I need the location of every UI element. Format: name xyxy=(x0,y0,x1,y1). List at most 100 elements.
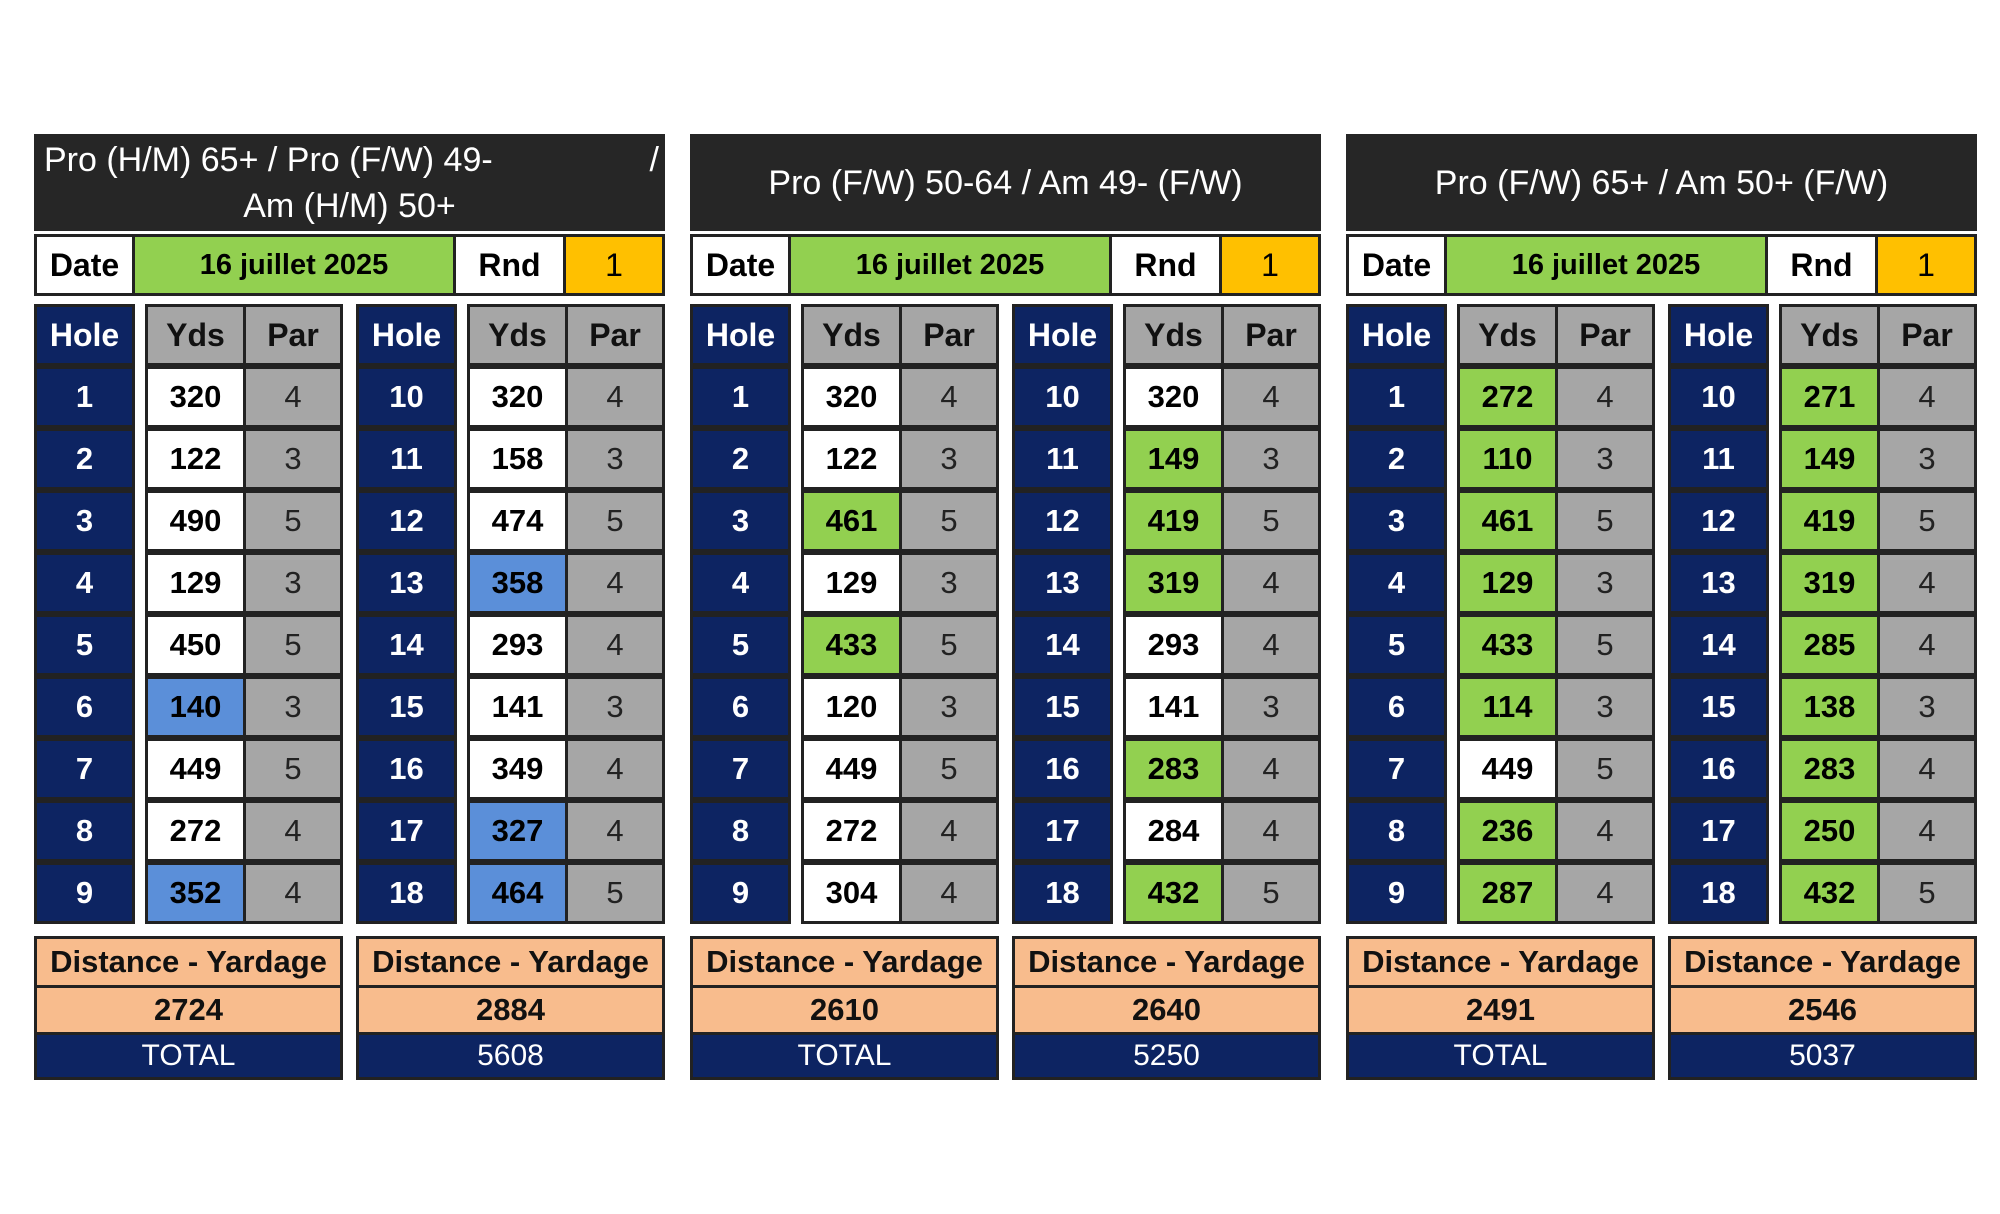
hole-number: 3 xyxy=(690,490,791,552)
hole-number: 15 xyxy=(1012,676,1113,738)
card-title: Pro (H/M) 65+ / Pro (F/W) 49- / Am (H/M) 5… xyxy=(34,134,665,231)
yds-header: Yds xyxy=(145,304,246,366)
nine-total-yardage: 2610 xyxy=(690,985,999,1035)
yardage-cell: 129 xyxy=(801,552,902,614)
yardage-cell: 236 xyxy=(1457,800,1558,862)
yardage-cell: 141 xyxy=(467,676,568,738)
par-cell: 3 xyxy=(1221,676,1321,738)
hole-number: 1 xyxy=(690,366,791,428)
yardage-cell: 474 xyxy=(467,490,568,552)
yardage-cell: 250 xyxy=(1779,800,1880,862)
par-cell: 3 xyxy=(565,676,665,738)
total-label: TOTAL xyxy=(1346,1032,1655,1080)
yardage-cell: 320 xyxy=(145,366,246,428)
hole-number: 8 xyxy=(690,800,791,862)
par-cell: 4 xyxy=(243,862,343,924)
par-cell: 3 xyxy=(1877,676,1977,738)
rnd-label: Rnd xyxy=(1765,234,1878,296)
hole-number: 3 xyxy=(34,490,135,552)
card-title: Pro (F/W) 50-64 / Am 49- (F/W) xyxy=(690,134,1321,231)
yardage-cell: 320 xyxy=(1123,366,1224,428)
yardage-cell: 433 xyxy=(801,614,902,676)
yardage-cell: 129 xyxy=(1457,552,1558,614)
date-value: 16 juillet 2025 xyxy=(1444,234,1768,296)
par-cell: 5 xyxy=(243,490,343,552)
yardage-cell: 283 xyxy=(1779,738,1880,800)
par-cell: 3 xyxy=(243,428,343,490)
yardage-cell: 293 xyxy=(467,614,568,676)
yardage-cell: 284 xyxy=(1123,800,1224,862)
distance-label: Distance - Yardage xyxy=(1346,936,1655,988)
par-cell: 5 xyxy=(1555,490,1655,552)
card-title-line-1: Pro (F/W) 50-64 / Am 49- (F/W) xyxy=(768,163,1243,202)
par-cell: 3 xyxy=(1555,552,1655,614)
yardage-cell: 432 xyxy=(1779,862,1880,924)
par-cell: 4 xyxy=(1555,800,1655,862)
yardage-cell: 490 xyxy=(145,490,246,552)
yardage-cell: 158 xyxy=(467,428,568,490)
hole-number: 3 xyxy=(1346,490,1447,552)
yardage-cell: 450 xyxy=(145,614,246,676)
par-cell: 4 xyxy=(1221,366,1321,428)
hole-header: Hole xyxy=(1346,304,1447,366)
yardage-cell: 293 xyxy=(1123,614,1224,676)
yardage-cell: 352 xyxy=(145,862,246,924)
yardage-cell: 110 xyxy=(1457,428,1558,490)
hole-number: 2 xyxy=(690,428,791,490)
yds-header: Yds xyxy=(1457,304,1558,366)
par-cell: 3 xyxy=(899,676,999,738)
hole-header: Hole xyxy=(690,304,791,366)
yardage-cell: 320 xyxy=(801,366,902,428)
par-cell: 4 xyxy=(899,800,999,862)
par-cell: 4 xyxy=(1555,862,1655,924)
date-value: 16 juillet 2025 xyxy=(132,234,456,296)
par-cell: 5 xyxy=(243,738,343,800)
par-cell: 4 xyxy=(1221,738,1321,800)
yardage-cell: 319 xyxy=(1779,552,1880,614)
hole-number: 7 xyxy=(34,738,135,800)
par-header: Par xyxy=(1221,304,1321,366)
yardage-cell: 283 xyxy=(1123,738,1224,800)
hole-number: 7 xyxy=(1346,738,1447,800)
par-cell: 4 xyxy=(1877,366,1977,428)
par-cell: 4 xyxy=(1877,552,1977,614)
hole-number: 5 xyxy=(1346,614,1447,676)
distance-label: Distance - Yardage xyxy=(1668,936,1977,988)
hole-number: 16 xyxy=(1012,738,1113,800)
yardage-cell: 419 xyxy=(1123,490,1224,552)
hole-number: 9 xyxy=(1346,862,1447,924)
par-cell: 5 xyxy=(899,490,999,552)
hole-number: 17 xyxy=(1668,800,1769,862)
hole-number: 2 xyxy=(34,428,135,490)
hole-number: 18 xyxy=(356,862,457,924)
par-cell: 4 xyxy=(1877,738,1977,800)
hole-number: 13 xyxy=(1668,552,1769,614)
hole-number: 1 xyxy=(34,366,135,428)
yardage-cell: 433 xyxy=(1457,614,1558,676)
hole-number: 13 xyxy=(1012,552,1113,614)
card-title-line-1-right: / xyxy=(649,140,659,179)
hole-number: 8 xyxy=(34,800,135,862)
hole-number: 12 xyxy=(1012,490,1113,552)
yardage-cell: 141 xyxy=(1123,676,1224,738)
par-cell: 3 xyxy=(1555,428,1655,490)
card-title-line-1: Pro (F/W) 65+ / Am 50+ (F/W) xyxy=(1434,163,1889,202)
hole-number: 12 xyxy=(356,490,457,552)
hole-number: 14 xyxy=(1012,614,1113,676)
yardage-cell: 358 xyxy=(467,552,568,614)
yardage-cell: 461 xyxy=(1457,490,1558,552)
hole-number: 9 xyxy=(690,862,791,924)
yardage-cell: 272 xyxy=(1457,366,1558,428)
par-cell: 4 xyxy=(1221,800,1321,862)
yardage-cell: 129 xyxy=(145,552,246,614)
hole-number: 15 xyxy=(356,676,457,738)
hole-number: 6 xyxy=(1346,676,1447,738)
yds-header: Yds xyxy=(801,304,902,366)
card-title-text: Pro (H/M) 65+ / Pro (F/W) 49- / Am (H/M) 5… xyxy=(42,137,659,229)
hole-number: 2 xyxy=(1346,428,1447,490)
par-cell: 5 xyxy=(899,738,999,800)
hole-number: 10 xyxy=(1012,366,1113,428)
yardage-cell: 122 xyxy=(801,428,902,490)
yardage-cell: 140 xyxy=(145,676,246,738)
nine-total-yardage: 2640 xyxy=(1012,985,1321,1035)
